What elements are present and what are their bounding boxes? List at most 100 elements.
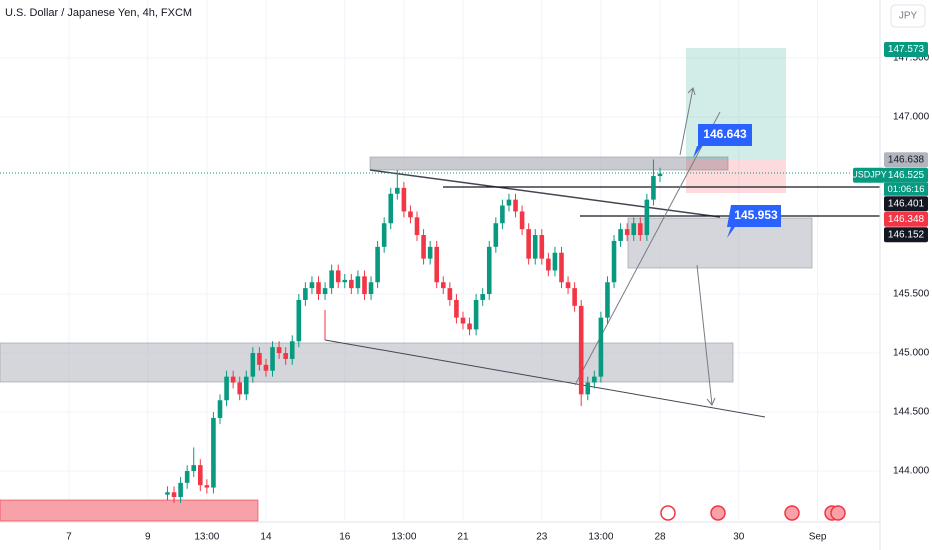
candle-body (447, 288, 453, 300)
x-tick-label: 7 (66, 532, 72, 543)
candle-body (500, 205, 505, 224)
price-tag (884, 152, 928, 168)
candle-body (408, 211, 413, 218)
symbol-label: USDJPY (851, 170, 887, 180)
candle-body (184, 471, 190, 483)
countdown-tag (884, 182, 928, 196)
x-tick-label: 13:00 (391, 532, 416, 543)
callout-text: 146.643 (703, 127, 747, 141)
currency-button[interactable] (890, 4, 926, 28)
candle-body (605, 282, 610, 318)
candle-body (480, 294, 485, 300)
candle-body (611, 240, 617, 283)
y-tick-label: 144.500 (893, 407, 930, 418)
y-tick-label: 144.000 (893, 466, 930, 477)
candle-body (638, 223, 643, 236)
candle-body (506, 199, 512, 206)
candle-body (552, 252, 558, 271)
candle-body (546, 258, 551, 271)
candle-body (559, 252, 564, 283)
y-tick-label: 145.500 (893, 289, 930, 300)
price-tag (884, 227, 928, 243)
candle-body (198, 465, 203, 486)
zone (369, 156, 729, 171)
candle-body (368, 282, 374, 295)
candle-body (657, 173, 663, 177)
chart-title: U.S. Dollar / Japanese Yen, 4h, FXCM (5, 7, 192, 19)
candle-body (539, 235, 545, 259)
candle-body (388, 193, 394, 224)
x-tick-label: 16 (339, 532, 351, 543)
candle-body (395, 187, 400, 194)
candle-body (211, 417, 216, 488)
candle-body (289, 341, 295, 359)
x-tick-label: Sep (809, 532, 827, 543)
x-tick-label: 13:00 (588, 532, 613, 543)
candle-body (217, 400, 223, 418)
callout: 146.643 (693, 124, 752, 158)
candle-body (401, 187, 407, 212)
arrow (696, 264, 716, 406)
event-icon[interactable] (784, 505, 800, 521)
price-tag-label: 146.638 (888, 154, 925, 165)
callout: 145.953 (727, 205, 781, 238)
candle-body (421, 235, 426, 259)
candle-body (585, 382, 591, 395)
candle-body (362, 276, 367, 295)
candle-body (414, 217, 420, 236)
trend-line (324, 339, 766, 418)
callout-box (693, 124, 752, 158)
candle-body (578, 305, 584, 395)
candle-body (375, 246, 380, 283)
candle-body (309, 282, 315, 289)
candle-body (263, 364, 269, 371)
y-tick-label: 145.000 (893, 348, 930, 359)
candle-body (381, 223, 387, 247)
candle-body (165, 492, 170, 495)
stop-zone (686, 160, 786, 193)
price-tag (884, 41, 928, 57)
candle-body (526, 229, 531, 259)
y-tick-label: 147.000 (893, 112, 930, 123)
event-icon[interactable] (710, 505, 726, 521)
candle-body (349, 279, 354, 289)
candle-body (440, 282, 446, 289)
candle-body (204, 485, 210, 488)
candle-body (473, 299, 479, 330)
candle-body (243, 376, 249, 395)
candle-body (316, 282, 321, 295)
zone (0, 342, 734, 383)
candle-body (355, 276, 361, 289)
currency-label[interactable]: JPY (899, 11, 918, 22)
event-icon[interactable] (660, 505, 676, 521)
candle-body (303, 288, 308, 300)
candle-body (572, 288, 577, 306)
candle-body (460, 317, 466, 324)
x-tick-label: 14 (260, 532, 272, 543)
event-icon[interactable] (830, 505, 846, 521)
candle-body (171, 492, 177, 497)
price-tag-label: 147.573 (888, 44, 925, 55)
callout-text: 145.953 (734, 208, 778, 222)
price-tag-label: 146.401 (888, 198, 925, 209)
candle-body (329, 270, 334, 289)
x-tick-label: 28 (654, 532, 666, 543)
candle-body (342, 279, 348, 283)
candle-body (178, 482, 183, 497)
candle-body (335, 270, 341, 283)
x-tick-label: 30 (733, 532, 745, 543)
y-tick-label: 147.500 (893, 53, 930, 64)
price-tag-label: 146.525 (888, 170, 925, 181)
candle-body (230, 376, 236, 383)
candle-body (270, 347, 275, 371)
candle-body (624, 229, 630, 236)
price-tag-label: 146.152 (888, 229, 925, 240)
candle-body (493, 223, 499, 247)
candle-body (513, 199, 518, 212)
candle-body (454, 299, 459, 318)
candle-body (598, 317, 604, 377)
price-tag (884, 196, 928, 212)
x-tick-label: 23 (536, 532, 548, 543)
zone (0, 499, 259, 522)
